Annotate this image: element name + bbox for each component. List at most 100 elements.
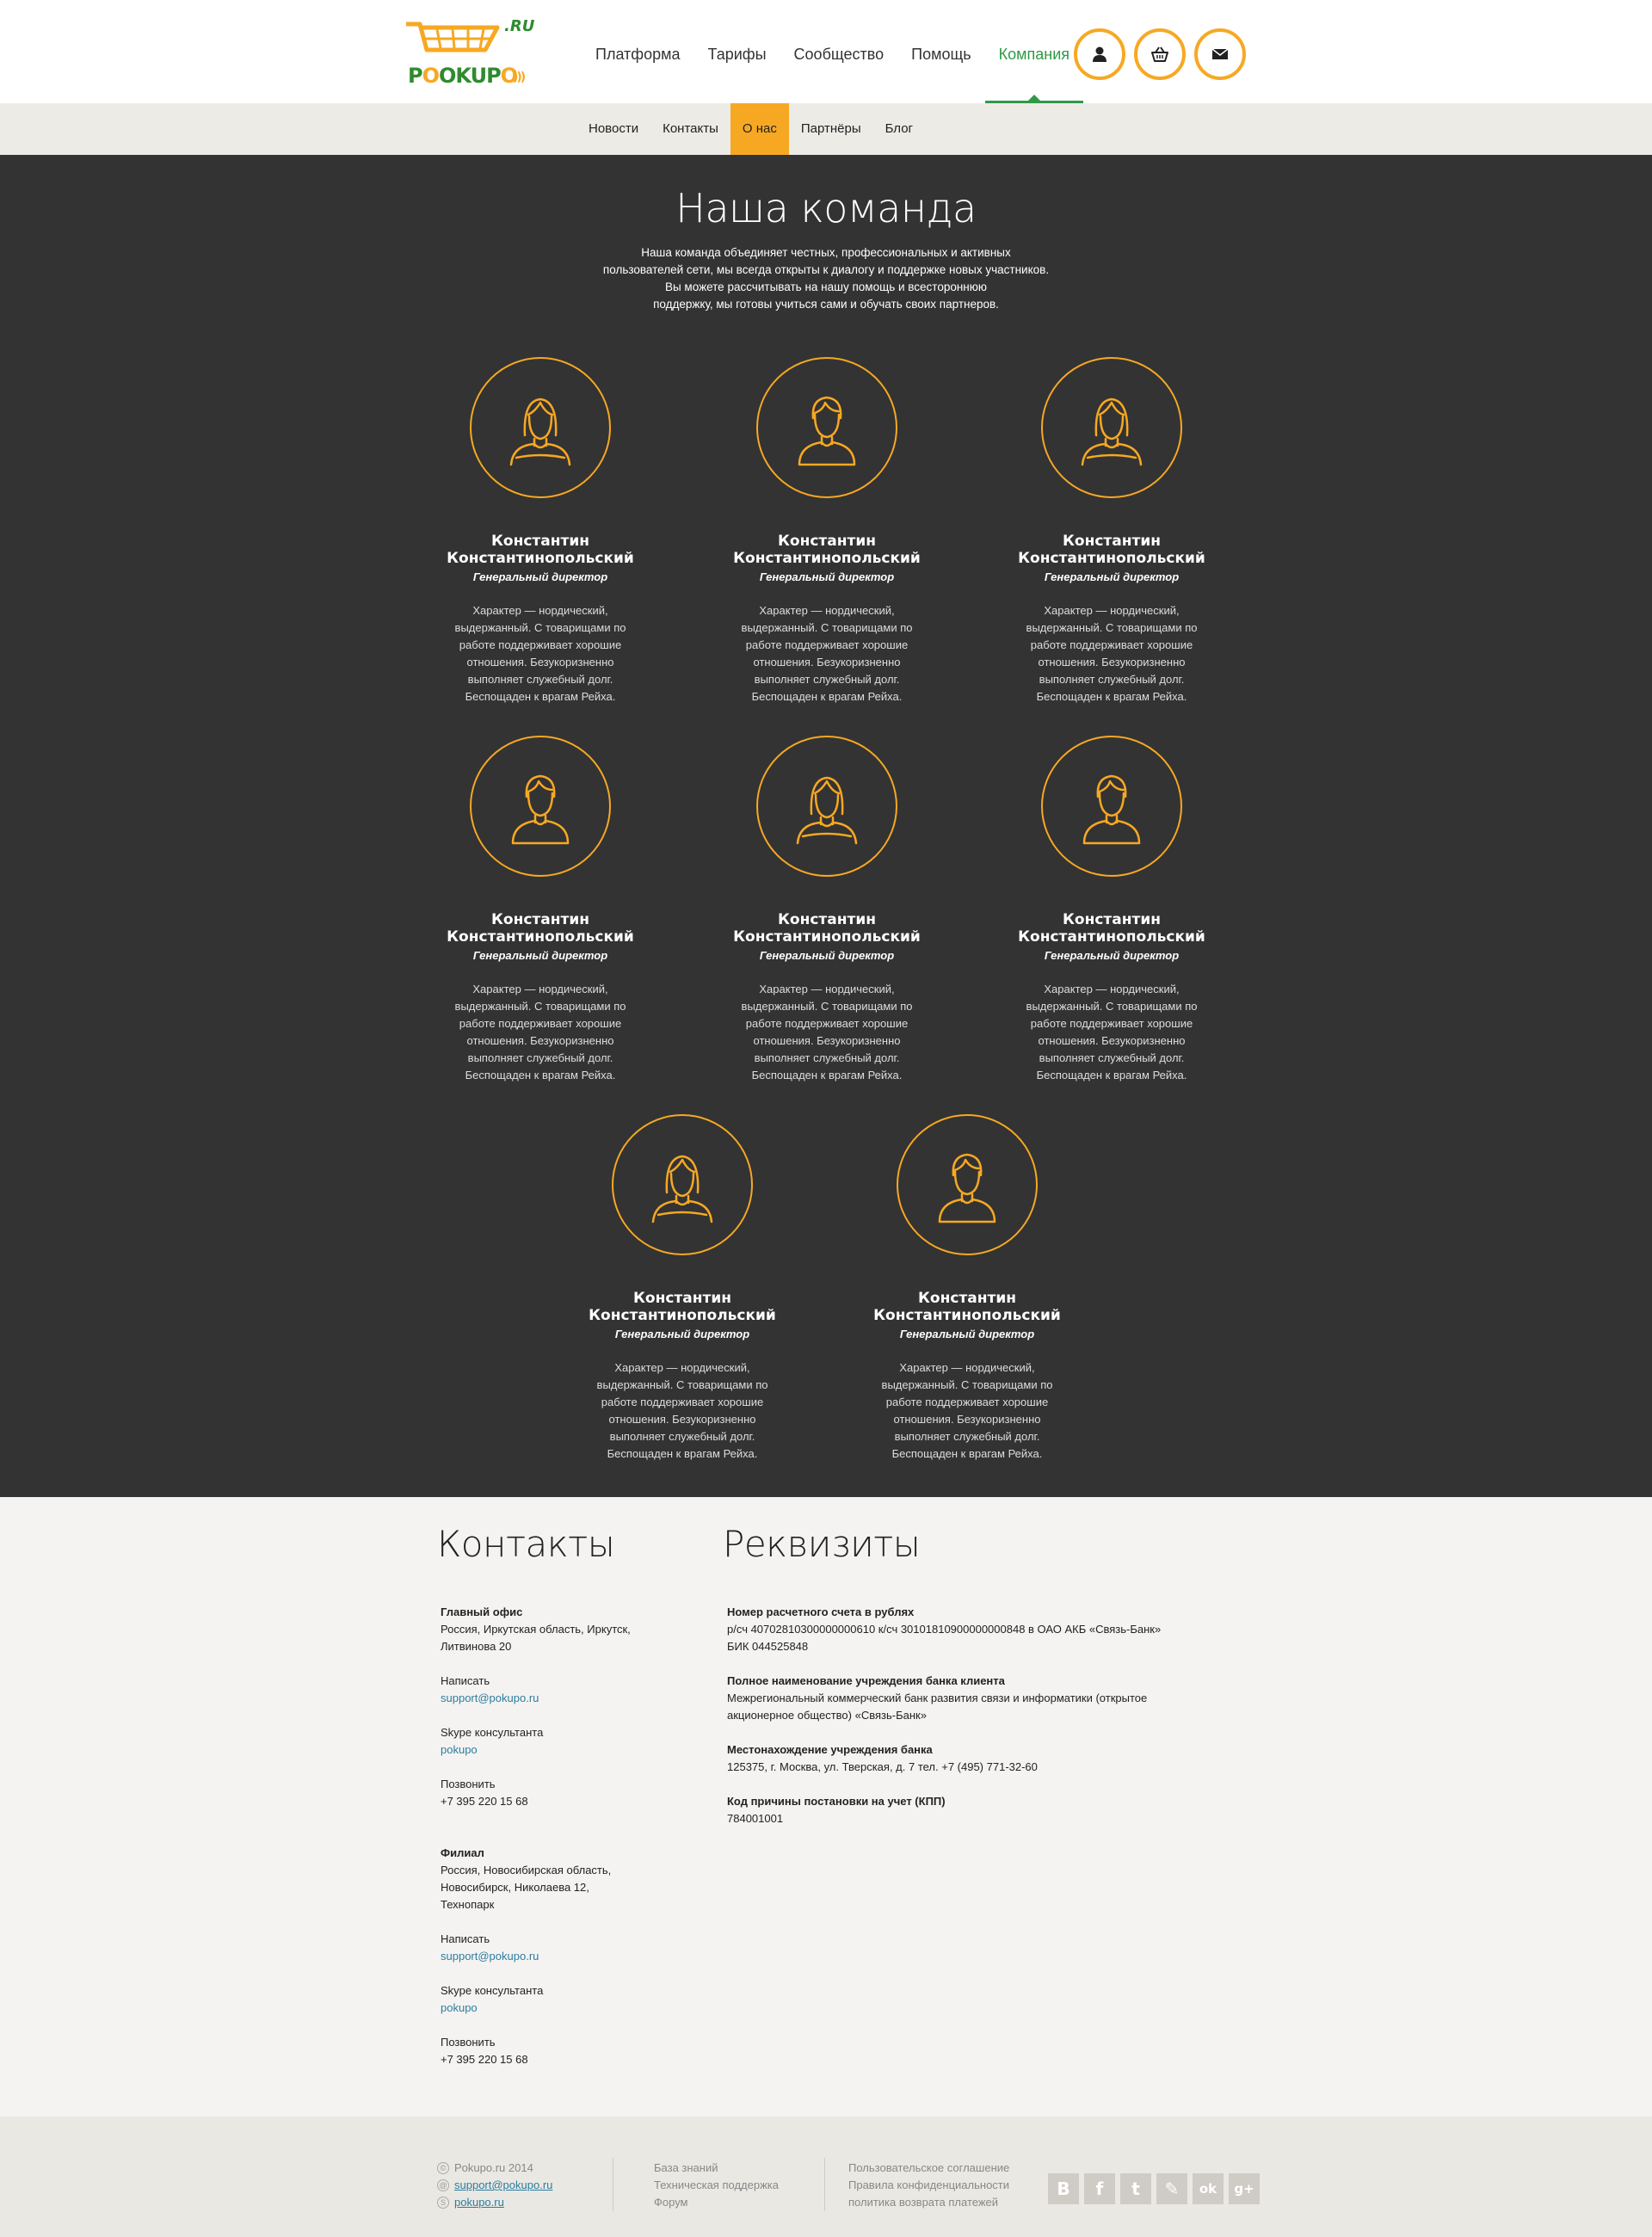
skype-icon: S [437,2197,449,2209]
user-icon [1093,46,1106,62]
male-avatar-icon [511,774,570,845]
header: .RU POOKUPO ))) Платформа Тарифы Сообщес… [0,0,1652,103]
team-member-card: Константин Константинопольский Генеральный… [411,736,669,1084]
member-description: Характер — нордический, выдержанный. С т… [741,983,913,1082]
team-section: Наша команда Наша команда объединяет чес… [0,155,1652,1497]
pokupo-logo[interactable]: .RU POOKUPO ))) [403,17,535,88]
email-link[interactable]: support@pokupo.ru [441,1950,539,1963]
female-avatar-icon [651,1155,713,1223]
contacts-section: Контакты Реквизиты Главный офис Россия, … [0,1497,1652,2117]
footer-email-link[interactable]: support@pokupo.ru [454,2178,553,2191]
subnav-contacts[interactable]: Контакты [663,121,718,136]
contacts-title: Контакты [437,1523,615,1565]
team-member-card: Константин Константинопольский Генеральный… [983,357,1241,706]
account-button[interactable] [1074,28,1125,80]
footer-link-refund[interactable]: политика возврата платежей [848,2196,999,2209]
female-avatar-icon [1081,397,1143,466]
phone-number: +7 395 220 15 68 [441,1795,528,1808]
footer-links-legal: Пользовательское соглашение Правила конф… [848,2160,1009,2211]
member-role: Генеральный директор [899,1328,1035,1340]
subnav-about[interactable]: О нас [730,103,789,155]
requisites-title: Реквизиты [723,1523,921,1565]
avatar [470,357,611,498]
googleplus-icon[interactable]: g+ [1229,2173,1260,2204]
member-name: Константин Константинопольский [733,911,921,946]
footer-links-support: База знаний Техническая поддержка Форум [654,2160,779,2211]
avatar [612,1114,753,1255]
livejournal-icon[interactable]: ✎ [1156,2173,1187,2204]
twitter-icon[interactable]: t [1120,2173,1151,2204]
avatar [1041,736,1182,877]
footer-divider [824,2158,825,2211]
footer-skype-link[interactable]: pokupo.ru [454,2196,504,2209]
member-name: Константин Константинопольский [1018,911,1205,946]
email-link[interactable]: support@pokupo.ru [441,1692,539,1704]
office-address-line: Литвинова 20 [441,1640,512,1653]
footer-link-knowledge[interactable]: База знаний [654,2161,718,2174]
nav-company[interactable]: Компания [984,0,1084,103]
phone-number: +7 395 220 15 68 [441,2053,528,2066]
member-role: Генеральный директор [759,570,895,583]
member-role: Генеральный директор [1044,949,1180,962]
avatar [470,736,611,877]
member-role: Генеральный директор [472,949,608,962]
member-name: Константин Константинопольский [873,1290,1061,1324]
nav-platform[interactable]: Платформа [595,46,681,63]
facebook-icon[interactable]: f [1084,2173,1115,2204]
member-description: Характер — нордический, выдержанный. С т… [881,1361,1053,1460]
member-name: Константин Константинопольский [589,1290,776,1324]
nav-help[interactable]: Помощь [911,46,971,63]
skype-label: Skype консультанта [441,1726,544,1739]
mail-icon [1211,48,1229,59]
team-member-card: Константин Константинопольский Генеральный… [698,357,956,706]
copyright-text: Pokupo.ru 2014 [454,2161,533,2174]
nav-pricing[interactable]: Тарифы [707,46,767,63]
skype-link[interactable]: pokupo [441,1743,478,1756]
member-role: Генеральный директор [614,1328,750,1340]
female-avatar-icon [509,397,571,466]
skype-label: Skype консультанта [441,1984,544,1997]
office-address-line: Россия, Новосибирская область, [441,1864,612,1876]
office-address-line: Технопарк [441,1898,495,1911]
footer-link-agreement[interactable]: Пользовательское соглашение [848,2161,1010,2174]
subnav-news[interactable]: Новости [589,121,639,136]
odnoklassniki-icon[interactable]: ok [1193,2173,1224,2204]
footer-link-privacy[interactable]: Правила конфиденциальности [848,2178,1010,2191]
team-intro: Наша команда объединяет честных, професс… [602,246,1050,311]
basket-button[interactable] [1134,28,1186,80]
male-avatar-icon [798,396,856,466]
requisites-list: Номер расчетного счета в рублях р/сч 407… [727,1604,1209,1845]
footer-link-support[interactable]: Техническая поддержка [654,2178,779,2191]
office-main: Главный офис Россия, Иркутская область, … [441,1604,664,1655]
at-icon: @ [437,2179,449,2191]
nav-community[interactable]: Сообщество [793,46,885,63]
requisite-item: Код причины постановки на учет (КПП) 784… [727,1795,946,1825]
main-nav: Платформа Тарифы Сообщество Помощь Компа… [582,0,1084,103]
logo-ru-suffix: .RU [504,17,535,35]
female-avatar-icon [796,776,858,845]
logo-wordmark: POOKUPO [408,64,518,88]
avatar [756,357,897,498]
subnav-partners[interactable]: Партнёры [800,121,861,136]
member-name: Константин Константинопольский [447,911,634,946]
skype-link[interactable]: pokupo [441,2001,478,2014]
member-role: Генеральный директор [472,570,608,583]
copyright-icon: © [437,2162,449,2174]
member-description: Характер — нордический, выдержанный. С т… [1026,983,1198,1082]
subnav-blog[interactable]: Блог [885,121,914,136]
office-name: Главный офис [441,1605,523,1618]
member-description: Характер — нордический, выдержанный. С т… [454,983,626,1082]
team-member-card: Константин Константинопольский Генеральный… [698,736,956,1084]
vk-icon[interactable]: B [1048,2173,1079,2204]
write-label: Написать [441,1932,490,1945]
member-name: Константин Константинопольский [733,533,921,567]
mail-button[interactable] [1194,28,1246,80]
male-avatar-icon [938,1153,996,1223]
contacts-list: Главный офис Россия, Иркутская область, … [441,1604,664,2086]
male-avatar-icon [1082,774,1141,845]
office-branch: Филиал Россия, Новосибирская область, Но… [441,1845,664,1913]
requisite-item: Полное наименование учреждения банка кли… [727,1674,1148,1722]
footer-link-forum[interactable]: Форум [654,2196,688,2209]
cart-logo-icon [406,22,500,52]
